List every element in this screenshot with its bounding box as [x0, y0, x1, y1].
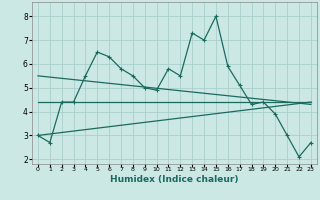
X-axis label: Humidex (Indice chaleur): Humidex (Indice chaleur): [110, 175, 239, 184]
